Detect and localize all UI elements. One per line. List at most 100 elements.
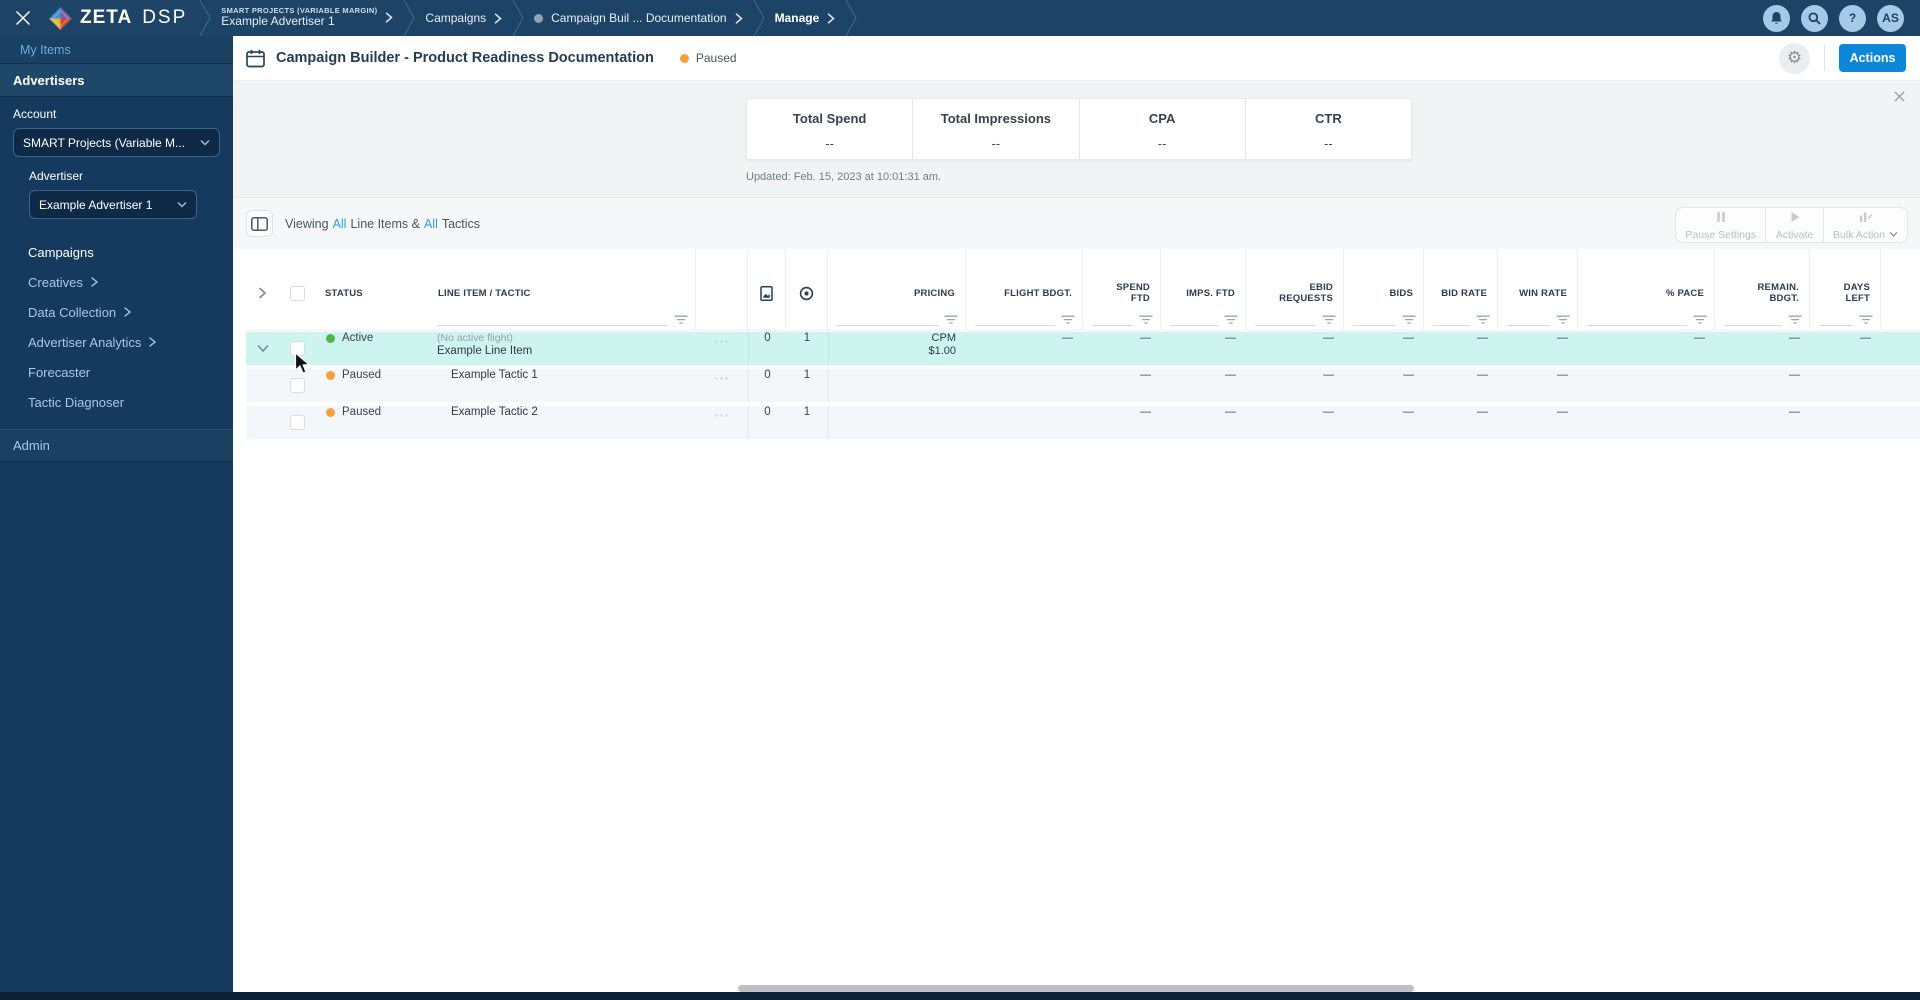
row-checkbox[interactable] bbox=[290, 341, 305, 356]
table-row-example-tactic-1[interactable]: Paused Example Tactic 1 ⋯ 0 1 — — — — — — — bbox=[246, 369, 1920, 402]
top-navigation-bar: ZETA DSP SMART PROJECTS (VARIABLE MARGIN… bbox=[0, 0, 1920, 37]
row-menu-icon[interactable]: ⋯ bbox=[714, 370, 730, 387]
creatives-count: 0 bbox=[764, 369, 771, 381]
breadcrumb-item-example-advertiser-1[interactable]: SMART PROJECTS (VARIABLE MARGIN) Example … bbox=[213, 6, 401, 29]
column-filter-input-bid_rate[interactable] bbox=[1433, 314, 1470, 326]
stat-total-spend: Total Spend -- bbox=[747, 99, 912, 159]
tactics-count: 1 bbox=[803, 369, 811, 381]
breadcrumb-item-manage[interactable]: Manage bbox=[767, 11, 844, 25]
filter-icon[interactable] bbox=[1556, 315, 1570, 326]
row-menu-icon[interactable]: ⋯ bbox=[714, 407, 730, 424]
filter-icon[interactable] bbox=[1224, 315, 1238, 326]
column-filter-input-remain_bdgt[interactable] bbox=[1724, 314, 1782, 326]
filter-icon[interactable] bbox=[1322, 315, 1336, 326]
table-row-example-tactic-2[interactable]: Paused Example Tactic 2 ⋯ 0 1 — — — — — — — bbox=[246, 406, 1920, 439]
pause-settings-button[interactable]: Pause Settings bbox=[1676, 208, 1765, 242]
collapse-row-icon[interactable] bbox=[246, 332, 279, 365]
panel-toggle-button[interactable] bbox=[246, 210, 273, 237]
column-filter-input-pace[interactable] bbox=[1587, 314, 1687, 326]
row-checkbox[interactable] bbox=[290, 378, 305, 393]
status-text: Paused bbox=[342, 406, 382, 418]
close-icon[interactable] bbox=[12, 7, 34, 29]
filter-icon[interactable] bbox=[944, 315, 958, 326]
sidebar-item-admin[interactable]: Admin bbox=[0, 429, 233, 462]
status-dot bbox=[326, 370, 335, 380]
help-button[interactable]: ? bbox=[1839, 4, 1866, 32]
avatar[interactable]: AS bbox=[1877, 4, 1904, 32]
cell-bid_rate: — bbox=[1477, 332, 1488, 344]
cell-imps_ftd: — bbox=[1225, 332, 1236, 344]
column-filter-input-days_left[interactable] bbox=[1819, 314, 1853, 326]
zeta-dsp-logo: ZETA DSP bbox=[48, 6, 187, 31]
sidebar-item-data-collection[interactable]: Data Collection bbox=[0, 297, 233, 327]
bulk-icon bbox=[1859, 209, 1873, 227]
status-text: Active bbox=[342, 332, 374, 344]
column-filter-input-spend_ftd[interactable] bbox=[1092, 314, 1133, 326]
topbar-actions: ? AS bbox=[1763, 4, 1904, 32]
horizontal-scrollbar[interactable] bbox=[738, 985, 1414, 992]
cell-flight_bdgt: — bbox=[1062, 332, 1073, 344]
advertiser-select-value: Example Advertiser 1 bbox=[39, 197, 153, 212]
notifications-button[interactable] bbox=[1763, 4, 1790, 32]
stats-close-icon[interactable] bbox=[1890, 87, 1908, 105]
row-menu-icon[interactable]: ⋯ bbox=[714, 333, 730, 350]
sidebar-item-label: Forecaster bbox=[28, 364, 91, 380]
breadcrumb-separator-icon bbox=[751, 0, 767, 37]
sidebar-item-my-items[interactable]: My Items bbox=[0, 36, 233, 64]
filter-icon[interactable] bbox=[1476, 315, 1490, 326]
filter-icon[interactable] bbox=[1693, 315, 1707, 326]
row-name: (No active flight) Example Line Item bbox=[429, 332, 696, 358]
bulk-action-button[interactable]: Bulk Action bbox=[1823, 208, 1907, 242]
table-group-row bbox=[246, 249, 1920, 279]
viewing-all-tactics-link[interactable]: All bbox=[423, 217, 438, 231]
sidebar-item-campaigns[interactable]: Campaigns bbox=[0, 237, 233, 267]
column-filter-input-bids[interactable] bbox=[1353, 314, 1396, 326]
breadcrumb-item-campaign-buil-documentation[interactable]: Campaign Buil ... Documentation bbox=[526, 11, 750, 25]
brand-zeta: ZETA bbox=[80, 7, 133, 28]
stat-total-impressions: Total Impressions -- bbox=[912, 99, 1078, 159]
column-header-status: STATUS bbox=[325, 287, 363, 299]
sidebar-item-creatives[interactable]: Creatives bbox=[0, 267, 233, 297]
filter-icon[interactable] bbox=[1061, 315, 1075, 326]
sidebar-item-tactic-diagnoser[interactable]: Tactic Diagnoser bbox=[0, 387, 233, 417]
column-filter-input-win_rate[interactable] bbox=[1507, 314, 1550, 326]
sidebar-item-forecaster[interactable]: Forecaster bbox=[0, 357, 233, 387]
filter-icon[interactable] bbox=[674, 315, 688, 326]
column-header-spend_ftd: SPEND FTD bbox=[1116, 282, 1150, 304]
account-select[interactable]: SMART Projects (Variable M... bbox=[13, 128, 220, 157]
chevron-right-icon bbox=[91, 275, 99, 290]
filter-icon[interactable] bbox=[1788, 315, 1802, 326]
search-button[interactable] bbox=[1801, 4, 1828, 32]
filter-icon[interactable] bbox=[1139, 315, 1153, 326]
table-row-example-line-item[interactable]: Active (No active flight) Example Line Ite… bbox=[246, 332, 1920, 365]
column-filter-input-flight_bdgt[interactable] bbox=[975, 314, 1055, 326]
status-dot-orange bbox=[679, 53, 689, 63]
filter-icon[interactable] bbox=[1859, 315, 1873, 326]
sidebar-item-advertisers[interactable]: Advertisers bbox=[0, 64, 233, 97]
chevron-right-icon bbox=[827, 12, 835, 24]
column-filter-input-ebid_requests[interactable] bbox=[1255, 314, 1316, 326]
avatar-initials: AS bbox=[1882, 11, 1899, 25]
column-filter-input-name[interactable] bbox=[438, 314, 668, 326]
sidebar-item-advertiser-analytics[interactable]: Advertiser Analytics bbox=[0, 327, 233, 357]
stat-label: CPA bbox=[1148, 111, 1176, 126]
filter-icon[interactable] bbox=[1402, 315, 1416, 326]
help-icon: ? bbox=[1848, 11, 1857, 25]
brand-dsp: DSP bbox=[142, 7, 188, 28]
column-filter-input-pricing[interactable] bbox=[837, 314, 938, 326]
actions-button[interactable]: Actions bbox=[1839, 44, 1906, 72]
viewing-all-line-items-link[interactable]: All bbox=[332, 217, 347, 231]
row-checkbox[interactable] bbox=[290, 415, 305, 430]
expand-all-icon[interactable] bbox=[246, 279, 279, 307]
activate-button[interactable]: Activate bbox=[1765, 208, 1823, 242]
column-filter-input-imps_ftd[interactable] bbox=[1170, 314, 1218, 326]
breadcrumb-item-campaigns[interactable]: Campaigns bbox=[417, 11, 510, 25]
select-all-checkbox[interactable] bbox=[290, 285, 305, 301]
admin-label: Admin bbox=[13, 438, 50, 453]
column-header-flight_bdgt: FLIGHT BDGT. bbox=[1004, 287, 1072, 299]
advertisers-label: Advertisers bbox=[13, 72, 85, 88]
viewing-mid: Line Items & bbox=[350, 217, 420, 231]
advertiser-select[interactable]: Example Advertiser 1 bbox=[29, 190, 197, 219]
settings-button[interactable]: ⚙ bbox=[1779, 42, 1810, 74]
stat-value: -- bbox=[825, 136, 834, 151]
